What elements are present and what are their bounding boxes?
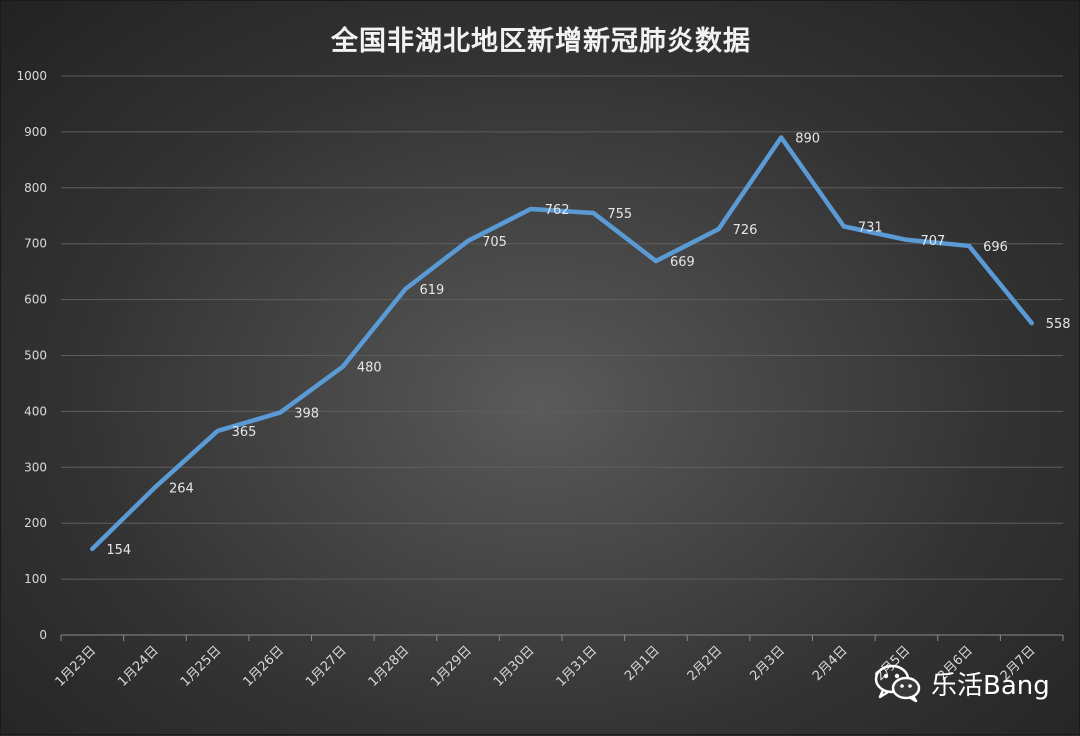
data-point bbox=[528, 207, 533, 212]
data-label: 755 bbox=[607, 207, 632, 222]
data-point bbox=[152, 485, 157, 490]
data-point bbox=[466, 238, 471, 243]
x-tick-label: 1月24日 bbox=[115, 643, 162, 690]
data-label: 890 bbox=[795, 131, 820, 146]
data-point bbox=[904, 237, 909, 242]
x-tick-label: 1月30日 bbox=[491, 643, 538, 690]
y-tick-label: 300 bbox=[24, 460, 47, 474]
data-point bbox=[716, 227, 721, 232]
y-tick-label: 0 bbox=[39, 628, 47, 642]
wechat-icon bbox=[874, 664, 921, 703]
data-label: 365 bbox=[232, 425, 257, 440]
series-line bbox=[90, 135, 1034, 552]
x-tick-label: 2月3日 bbox=[747, 643, 788, 684]
x-tick-label: 2月4日 bbox=[810, 643, 851, 684]
data-label: 669 bbox=[670, 255, 695, 270]
data-label: 696 bbox=[983, 240, 1008, 255]
data-label: 398 bbox=[294, 407, 319, 422]
y-tick-label: 200 bbox=[24, 516, 47, 530]
y-tick-label: 700 bbox=[24, 237, 47, 251]
data-label: 707 bbox=[920, 234, 945, 249]
data-point bbox=[215, 428, 220, 433]
x-tick-label: 1月27日 bbox=[303, 643, 350, 690]
data-label: 480 bbox=[357, 361, 382, 376]
data-point bbox=[653, 259, 658, 264]
x-tick-label: 2月1日 bbox=[622, 643, 663, 684]
y-tick-label: 100 bbox=[24, 572, 47, 586]
data-point bbox=[841, 224, 846, 229]
data-label: 154 bbox=[106, 543, 131, 558]
watermark-text: 乐活Bang bbox=[931, 670, 1050, 701]
data-label: 619 bbox=[419, 283, 444, 298]
y-tick-label: 600 bbox=[24, 293, 47, 307]
data-point bbox=[278, 410, 283, 415]
y-tick-label: 900 bbox=[24, 125, 47, 139]
x-tick-label: 1月28日 bbox=[366, 643, 413, 690]
chart-title: 全国非湖北地区新增新冠肺炎数据 bbox=[331, 26, 751, 57]
data-point bbox=[1029, 321, 1034, 326]
data-label: 705 bbox=[482, 235, 507, 250]
y-tick-label: 1000 bbox=[16, 69, 47, 83]
x-tick-label: 1月31日 bbox=[554, 643, 601, 690]
x-tick-label: 1月25日 bbox=[178, 643, 225, 690]
y-tick-label: 400 bbox=[24, 404, 47, 418]
data-point bbox=[591, 210, 596, 215]
data-label: 731 bbox=[858, 220, 883, 235]
watermark: 乐活Bang bbox=[873, 663, 1050, 703]
x-tick-label: 1月29日 bbox=[428, 643, 475, 690]
data-label: 264 bbox=[169, 481, 194, 496]
data-point bbox=[340, 364, 345, 369]
y-tick-label: 500 bbox=[24, 349, 47, 363]
x-tick-label: 2月2日 bbox=[685, 643, 726, 684]
y-tick-label: 800 bbox=[24, 181, 47, 195]
data-point bbox=[779, 135, 784, 140]
data-label: 762 bbox=[545, 203, 570, 218]
x-tick-label: 1月23日 bbox=[53, 643, 100, 690]
data-point bbox=[90, 546, 95, 551]
data-label: 558 bbox=[1046, 317, 1071, 332]
data-label: 726 bbox=[733, 223, 758, 238]
data-point bbox=[403, 286, 408, 291]
x-tick-label: 1月26日 bbox=[240, 643, 287, 690]
data-point bbox=[967, 243, 972, 248]
